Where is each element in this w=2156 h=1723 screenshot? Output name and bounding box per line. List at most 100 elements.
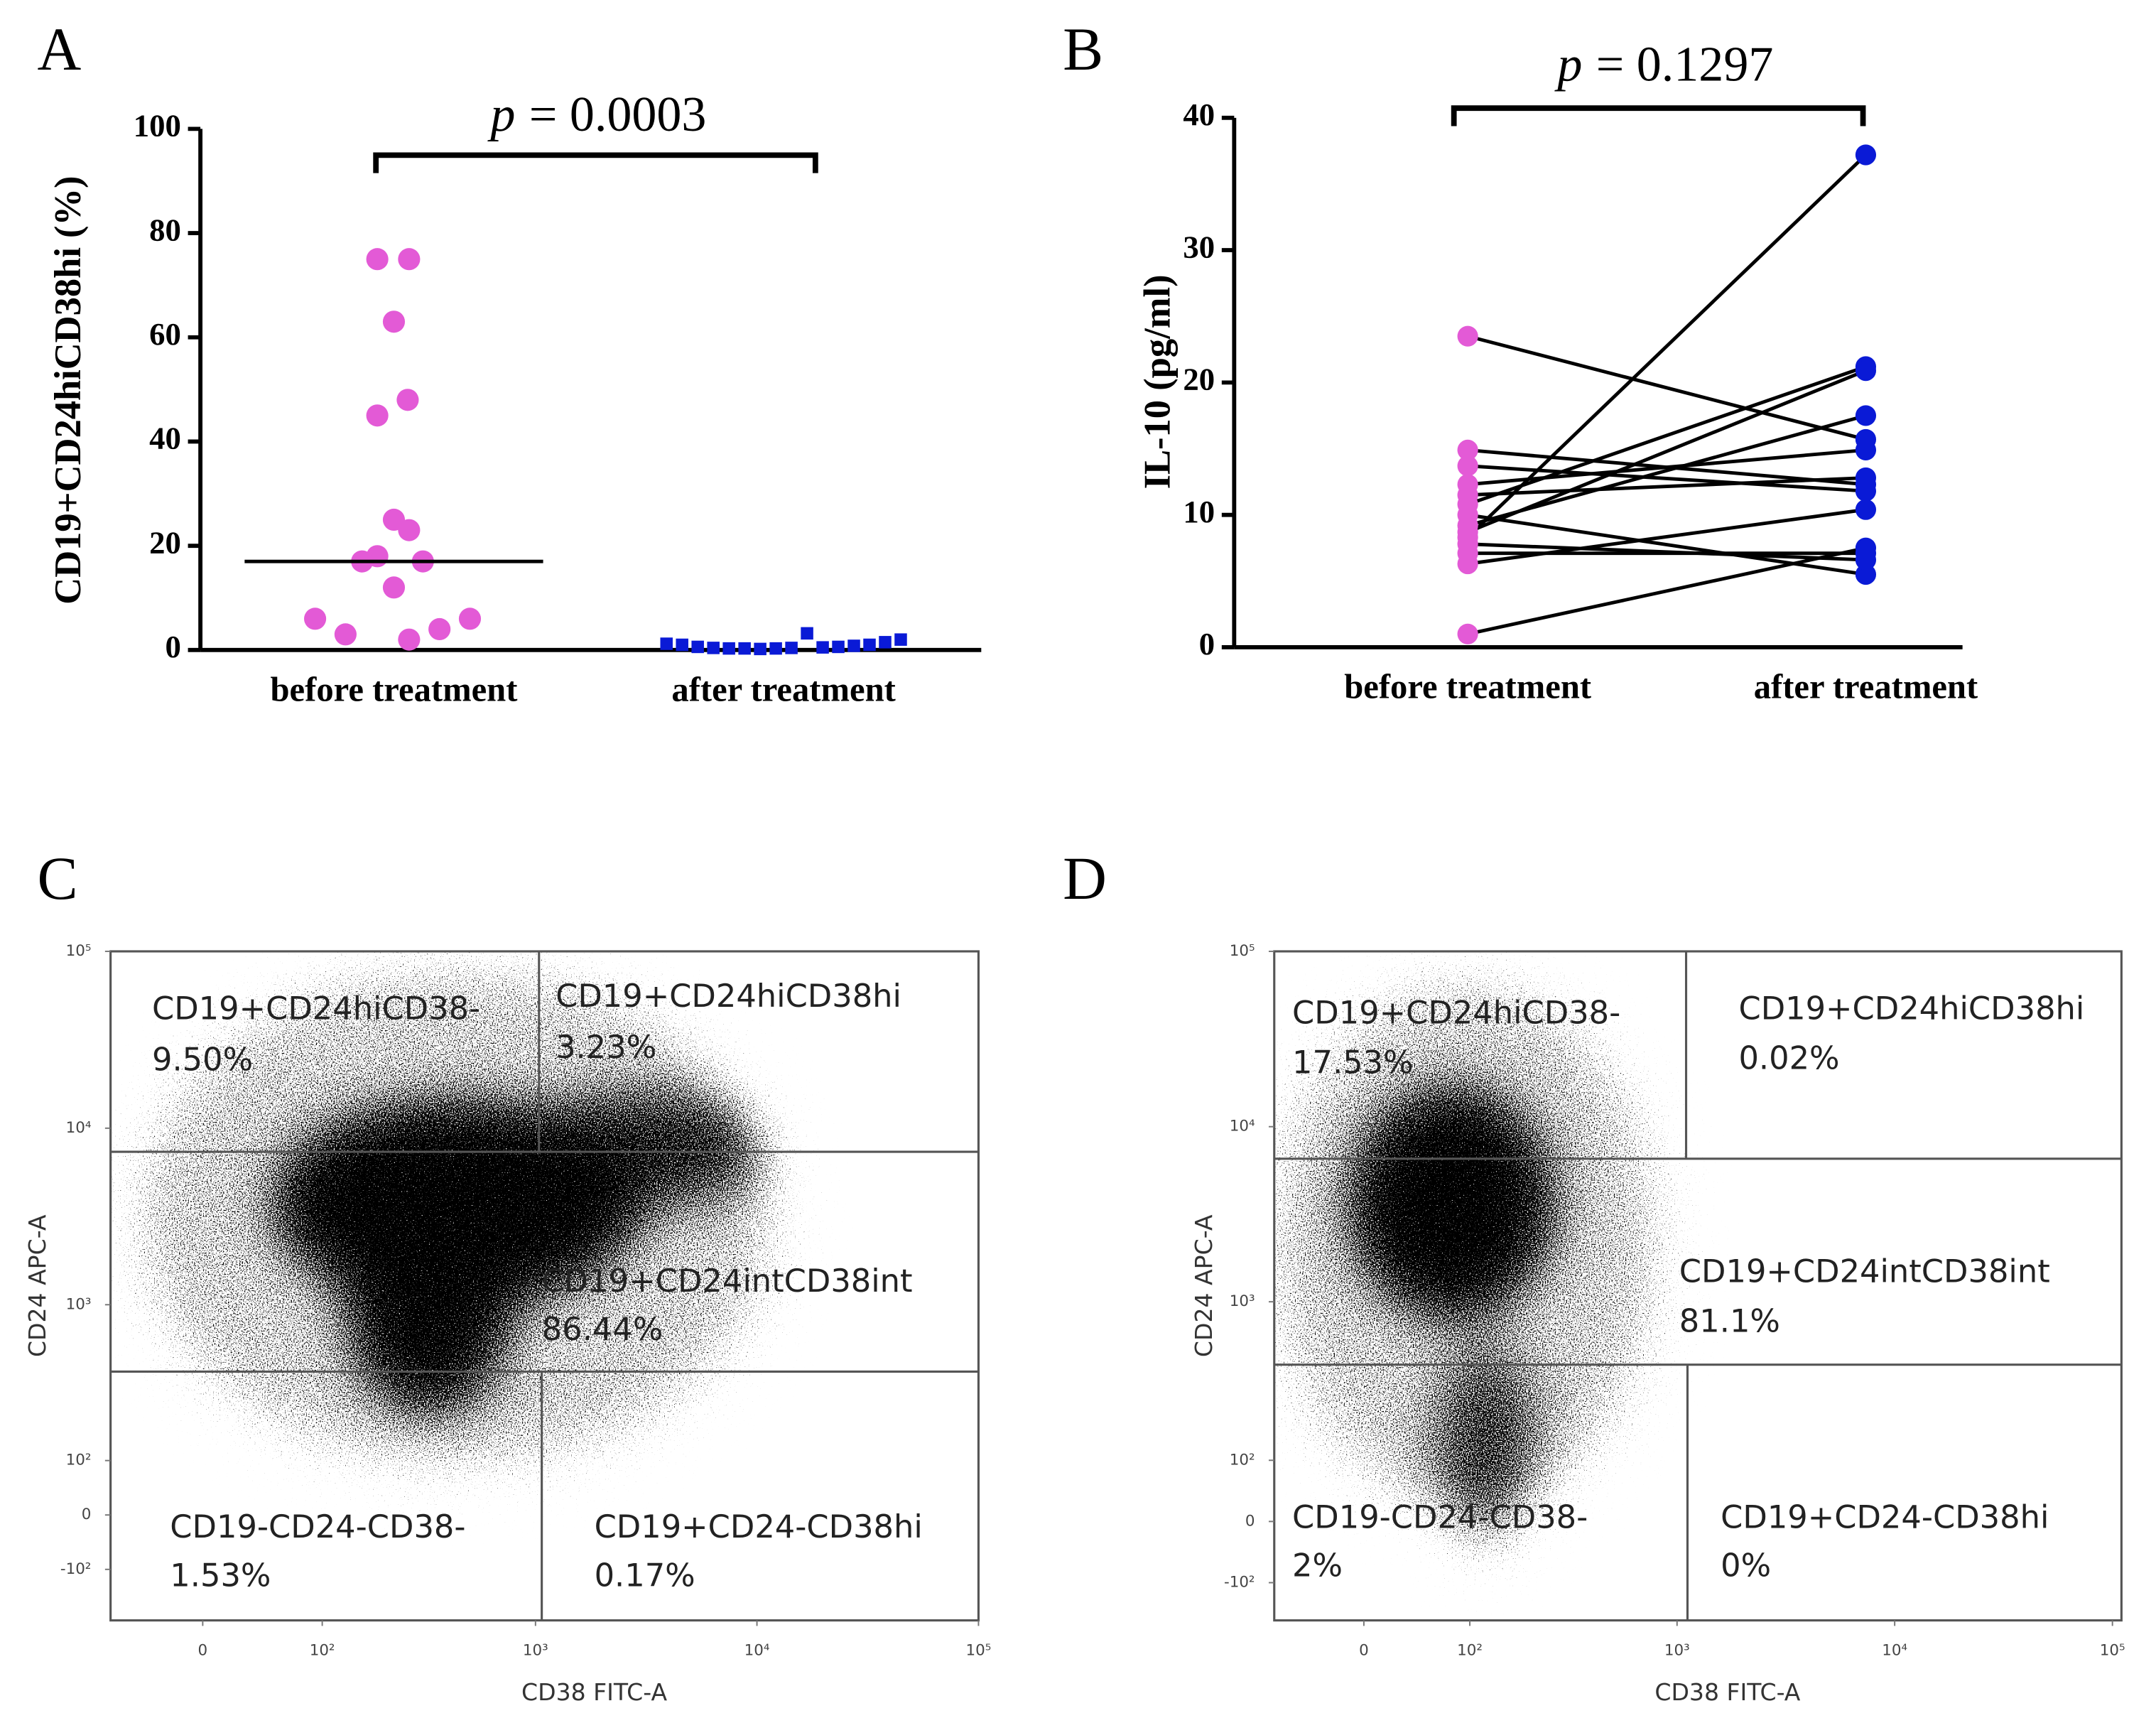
data-point bbox=[396, 389, 419, 411]
pair-line bbox=[1468, 476, 1866, 497]
y-tick-label: 20 bbox=[1183, 362, 1215, 397]
panel-letter: C bbox=[38, 845, 78, 912]
y-tick-label: 80 bbox=[149, 212, 181, 247]
gate-percent: 17.53% bbox=[1292, 1043, 1414, 1081]
data-point bbox=[1457, 325, 1478, 347]
gates bbox=[109, 950, 2123, 1622]
gate-percent: 86.44% bbox=[542, 1310, 663, 1348]
gate-name: CD19-CD24-CD38- bbox=[170, 1508, 465, 1545]
data-point bbox=[1855, 499, 1877, 520]
pair-line bbox=[1467, 507, 1866, 566]
data-point bbox=[707, 642, 720, 654]
y-axis-label: IL-10 (pg/ml) bbox=[1137, 274, 1178, 489]
data-point bbox=[863, 638, 876, 652]
pair-line bbox=[1467, 464, 1866, 493]
data-point bbox=[1457, 623, 1478, 644]
data-point bbox=[382, 576, 406, 599]
plot-frame bbox=[109, 950, 980, 1622]
data-point bbox=[769, 642, 782, 655]
panel-letter: D bbox=[1063, 845, 1107, 912]
y-tick-label: 10³ bbox=[1230, 1292, 1255, 1310]
y-tick-label: 10² bbox=[1230, 1451, 1255, 1469]
x-tick-label: 10² bbox=[1457, 1641, 1483, 1659]
data-point bbox=[722, 642, 735, 655]
plot-frame bbox=[1273, 950, 2123, 1622]
data-point bbox=[398, 248, 421, 271]
data-point bbox=[1457, 439, 1478, 460]
y-tick-label: 40 bbox=[1183, 97, 1215, 132]
data-point bbox=[1855, 405, 1877, 426]
pair-line bbox=[1466, 153, 1868, 539]
y-tick-label: -10² bbox=[60, 1560, 92, 1578]
x-tick-label: 10⁵ bbox=[966, 1641, 992, 1659]
pair-line bbox=[1467, 546, 1866, 636]
event-cloud bbox=[124, 954, 788, 1480]
gate-percent: 9.50% bbox=[152, 1041, 253, 1079]
x-axis-label: CD38 FITC-A bbox=[1654, 1678, 1800, 1706]
y-axis-label: CD24 APC-A bbox=[1190, 1214, 1218, 1357]
x-tick-label: 0 bbox=[198, 1641, 208, 1659]
gate-name: CD19+CD24hiCD38hi bbox=[556, 977, 901, 1015]
x-axis-label: CD38 FITC-A bbox=[521, 1678, 667, 1706]
data-point bbox=[816, 641, 829, 654]
gate-percent: 2% bbox=[1292, 1547, 1343, 1584]
data-point bbox=[398, 519, 421, 541]
data-point bbox=[366, 404, 389, 427]
data-point bbox=[1855, 563, 1877, 585]
data-point bbox=[366, 248, 389, 271]
x-tick-label: after treatment bbox=[1754, 667, 1978, 706]
pair-line bbox=[1467, 334, 1867, 441]
significance-bracket bbox=[373, 152, 818, 173]
p-symbol: p bbox=[1554, 38, 1582, 92]
data-point bbox=[382, 310, 406, 333]
x-tick-label: before treatment bbox=[1344, 667, 1591, 706]
data-point bbox=[1855, 360, 1877, 382]
p-value-text: = 0.1297 bbox=[1596, 38, 1774, 92]
x-tick-label: before treatment bbox=[271, 670, 518, 708]
data-point bbox=[334, 623, 357, 646]
y-tick-label: 10⁴ bbox=[66, 1119, 92, 1137]
x-tick-label: after treatment bbox=[671, 670, 895, 708]
pair-line bbox=[1467, 369, 1867, 534]
gate-percent: 0.17% bbox=[595, 1556, 695, 1594]
gate-name: CD19-CD24-CD38- bbox=[1292, 1498, 1588, 1536]
gate-name: CD19+CD24hiCD38- bbox=[1292, 993, 1620, 1031]
y-tick-label: 10⁵ bbox=[1230, 942, 1255, 960]
x-tick-label: 10⁴ bbox=[1882, 1641, 1907, 1659]
y-tick-label: 10⁵ bbox=[66, 942, 92, 960]
data-point bbox=[304, 607, 327, 630]
pair-line bbox=[1467, 364, 1867, 507]
y-tick-label: -10² bbox=[1224, 1573, 1255, 1591]
gate-name: CD19+CD24-CD38hi bbox=[1721, 1498, 2049, 1536]
data-point bbox=[1855, 144, 1877, 166]
data-point bbox=[398, 628, 421, 651]
y-tick-label: 10² bbox=[66, 1452, 92, 1469]
y-tick-label: 10⁴ bbox=[1230, 1118, 1255, 1135]
data-point bbox=[691, 640, 704, 654]
gate-percent: 0% bbox=[1721, 1547, 1771, 1584]
significance-bracket bbox=[1451, 105, 1866, 126]
data-point bbox=[894, 633, 907, 646]
y-tick-label: 0 bbox=[1199, 626, 1215, 661]
gate-percent: 0.02% bbox=[1738, 1039, 1839, 1077]
y-axis-label: CD24 APC-A bbox=[23, 1214, 51, 1357]
panel-letter: A bbox=[38, 16, 82, 83]
p-value: p = 0.1297 bbox=[1554, 38, 1773, 92]
gate-name: CD19+CD24hiCD38hi bbox=[1738, 990, 2084, 1027]
data-point bbox=[458, 607, 482, 630]
data-point bbox=[1855, 537, 1877, 558]
gate-name: CD19+CD24-CD38hi bbox=[595, 1508, 923, 1545]
x-tick-label: 10³ bbox=[1664, 1641, 1690, 1659]
gate-name: CD19+CD24hiCD38- bbox=[152, 990, 480, 1027]
data-point bbox=[801, 627, 813, 640]
pair-line bbox=[1467, 513, 1866, 576]
event-cloud bbox=[1274, 968, 1672, 1562]
y-tick-label: 100 bbox=[134, 108, 181, 144]
y-tick-label: 0 bbox=[1245, 1512, 1255, 1530]
y-tick-label: 10 bbox=[1183, 494, 1215, 529]
data-point bbox=[1855, 467, 1877, 489]
y-tick-label: 0 bbox=[82, 1506, 92, 1523]
pair-line bbox=[1467, 414, 1867, 527]
